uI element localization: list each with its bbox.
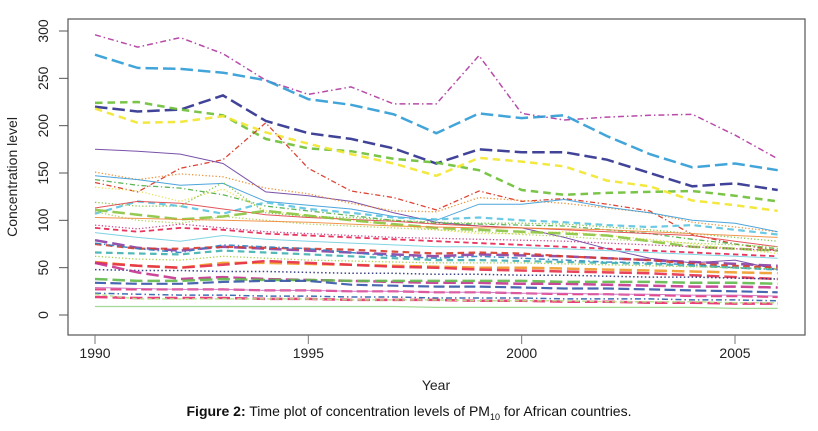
series-line-s31 bbox=[94, 279, 778, 294]
series-line-s13 bbox=[94, 200, 778, 236]
series-line-s1 bbox=[94, 34, 779, 160]
series-line-s29 bbox=[94, 261, 778, 289]
series-line-s12 bbox=[94, 181, 778, 242]
y-tick-label: 0 bbox=[35, 311, 51, 319]
y-tick-label: 100 bbox=[35, 208, 51, 232]
x-axis: 1990 1995 2000 2005 bbox=[79, 335, 751, 361]
series-line-s19 bbox=[94, 226, 778, 258]
series-line-s14 bbox=[94, 200, 778, 248]
y-tick-label: 250 bbox=[35, 66, 51, 90]
series-line-s37 bbox=[95, 305, 778, 310]
x-tick-label: 1995 bbox=[293, 345, 324, 361]
series-line-s34 bbox=[94, 292, 778, 302]
series-line-s5 bbox=[94, 107, 778, 213]
figure-caption: Figure 2: Time plot of concentration lev… bbox=[0, 403, 818, 422]
series-line-s24 bbox=[94, 249, 778, 271]
series-line-s28 bbox=[94, 268, 778, 280]
series-line-s33 bbox=[94, 287, 778, 297]
x-axis-title: Year bbox=[422, 377, 451, 393]
series-line-s15 bbox=[94, 208, 778, 252]
caption-label: Figure 2: bbox=[186, 403, 246, 419]
y-axis: 0 50 100 150 200 250 300 bbox=[35, 19, 68, 319]
x-tick-label: 2005 bbox=[719, 345, 750, 361]
plot-frame bbox=[67, 18, 806, 336]
series-line-s25 bbox=[94, 255, 778, 270]
caption-subscript: 10 bbox=[489, 411, 500, 422]
series-layer bbox=[94, 34, 779, 310]
x-tick-label: 2000 bbox=[506, 345, 537, 361]
series-line-s22 bbox=[94, 242, 778, 269]
series-line-s23 bbox=[94, 242, 778, 271]
series-line-s11 bbox=[94, 186, 778, 255]
y-tick-label: 200 bbox=[35, 114, 51, 138]
y-tick-label: 50 bbox=[35, 260, 51, 276]
time-plot-chart: 0 50 100 150 200 250 300 1990 1995 2000 2005 Year… bbox=[4, 18, 806, 393]
caption-text-before: Time plot of concentration levels of PM bbox=[245, 403, 490, 419]
series-line-s18 bbox=[94, 223, 778, 252]
y-tick-label: 150 bbox=[35, 161, 51, 185]
series-line-s6 bbox=[94, 121, 778, 252]
series-line-s20 bbox=[94, 232, 778, 259]
series-line-s27 bbox=[94, 259, 778, 281]
series-line-s30 bbox=[94, 277, 778, 286]
series-line-s4 bbox=[94, 100, 778, 203]
y-tick-label: 300 bbox=[35, 19, 51, 43]
caption-text-after: for African countries. bbox=[499, 403, 632, 419]
x-tick-label: 1990 bbox=[79, 345, 110, 361]
series-line-s36 bbox=[94, 293, 778, 304]
y-axis-title: Concentration level bbox=[4, 117, 20, 237]
series-line-s2 bbox=[94, 53, 778, 172]
series-line-s16 bbox=[94, 211, 778, 248]
series-line-s17 bbox=[94, 217, 778, 238]
series-line-s8 bbox=[94, 171, 778, 233]
series-line-s9 bbox=[94, 175, 778, 233]
